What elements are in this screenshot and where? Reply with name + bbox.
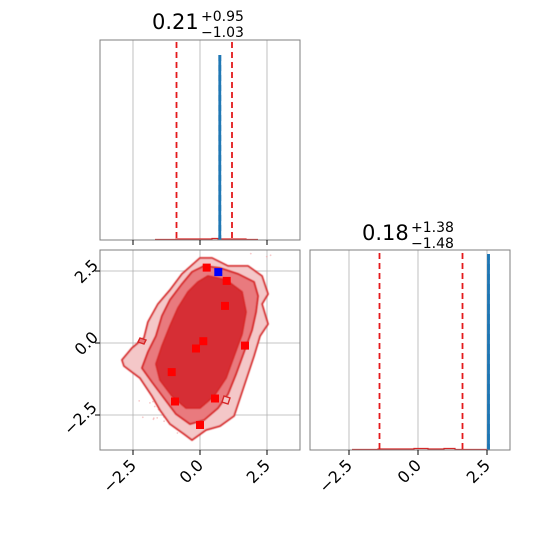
- marginal-1-title-plus: +0.95: [201, 9, 244, 25]
- marginal-2-x-tick-label: −2.5: [315, 456, 356, 497]
- sample-point: [149, 402, 151, 404]
- sample-point: [152, 418, 155, 421]
- marginal-panel-2-background: [310, 250, 510, 450]
- joint-x-tick-label: 2.5: [243, 456, 274, 487]
- marginal-panel-2-frame: [309, 249, 511, 451]
- joint-marker-point: [196, 421, 204, 429]
- marginal-1-histogram: [155, 237, 258, 241]
- marginal-2-x-tick-label: 0.0: [394, 456, 425, 487]
- sample-point: [176, 432, 179, 434]
- joint-contour-island: [137, 337, 147, 345]
- joint-markers: [167, 263, 249, 429]
- sample-point: [265, 255, 268, 258]
- marginal-panel-2-x-ticks: [348, 450, 488, 455]
- sample-point: [163, 420, 166, 423]
- joint-contour-island: [221, 395, 231, 405]
- marginal-panel-1-x-ticks: [132, 240, 268, 245]
- marginal-panel-param-2: −2.5 0.0 2.5 0.18 +1.38 −1.48: [309, 220, 511, 497]
- joint-marker-point: [241, 341, 249, 350]
- joint-x-tick-label: 0.0: [176, 456, 207, 487]
- joint-marker-point: [211, 394, 219, 403]
- sample-point: [152, 400, 154, 403]
- marginal-2-histogram: [352, 447, 487, 451]
- marginal-2-title-plus: +1.38: [411, 220, 454, 236]
- sample-point: [156, 417, 159, 419]
- sample-point: [269, 254, 272, 257]
- joint-marker-point: [192, 344, 200, 353]
- sample-point: [249, 252, 252, 255]
- marginal-panel-1-grid: [132, 40, 268, 240]
- joint-panel-y-ticks: [95, 270, 100, 416]
- marginal-1-title-median: 0.21: [152, 10, 199, 34]
- joint-marker-point: [171, 397, 179, 406]
- marginal-2-title-minus: −1.48: [411, 236, 454, 252]
- sample-point: [138, 400, 141, 402]
- joint-truth-marker: [214, 268, 223, 277]
- marginal-panel-2-grid: [348, 250, 488, 450]
- joint-x-tick-label: −2.5: [99, 456, 140, 497]
- joint-marker-point: [222, 276, 231, 285]
- joint-y-tick-label: 2.5: [71, 256, 102, 287]
- joint-panel-param-1-param-2: −2.5 0.0 2.5 2.5 0.0 −2.5: [60, 249, 301, 497]
- marginal-panel-param-1: 0.21 +0.95 −1.03: [99, 9, 301, 245]
- joint-marker-point: [202, 263, 211, 272]
- marginal-2-title-median: 0.18: [362, 221, 409, 245]
- joint-marker-point: [221, 301, 229, 310]
- joint-marker-point: [199, 337, 208, 346]
- joint-y-tick-label: 0.0: [71, 328, 102, 359]
- joint-panel-x-ticks: [132, 450, 268, 455]
- joint-y-tick-label: −2.5: [60, 398, 101, 439]
- marginal-1-title-minus: −1.03: [201, 25, 244, 41]
- joint-marker-point: [167, 368, 176, 377]
- sample-point: [141, 416, 144, 419]
- marginal-2-x-tick-label: 2.5: [463, 456, 494, 487]
- sample-point: [153, 405, 156, 408]
